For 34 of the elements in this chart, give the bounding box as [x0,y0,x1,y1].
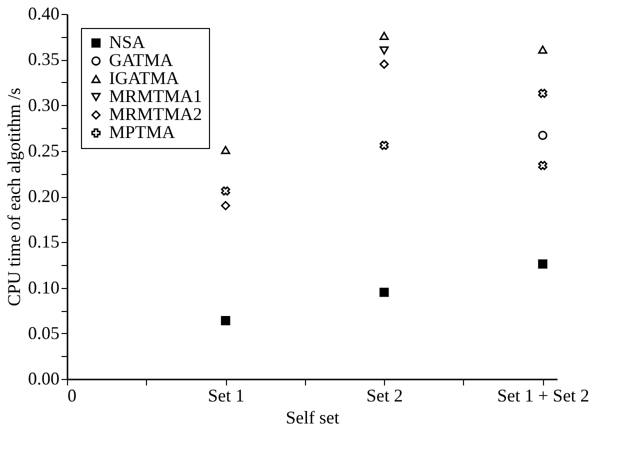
point [380,288,389,297]
point [380,60,389,69]
point [380,46,389,55]
y-axis-title: CPU time of each algotithm /s [4,88,24,306]
point [220,146,230,154]
point [220,316,230,326]
y-tick-label: 0.00 [28,368,60,388]
y-tick-label: 0.30 [28,94,60,115]
point [220,201,230,210]
point [380,140,389,150]
point [538,259,548,269]
y-tick-label: 0.10 [28,277,60,298]
x-axis-title: Self set [286,408,340,428]
x-tick-label: Set 2 [366,386,403,406]
legend-label: NSA [109,32,146,52]
legend-label: MRMTMA2 [109,104,202,124]
y-tick-label: 0.20 [28,186,60,206]
y-tick-label: 0.35 [28,49,60,70]
point [538,45,548,54]
legend-label: MRMTMA1 [109,86,202,106]
point [538,88,548,98]
point [220,186,230,196]
point [538,130,548,140]
y-tick-label: 0.25 [28,140,60,160]
legend-label: GATMA [109,50,174,70]
y-tick-label: 0.15 [28,232,60,252]
y-tick-label: 0.05 [28,322,60,343]
x-tick-label: Set 1 [208,386,244,406]
text: 0 [68,386,76,406]
point [380,32,389,40]
legend-label: IGATMA [109,68,179,88]
legend-label: MPTMA [109,122,176,142]
x-tick-label: Set 1 + Set 2 [497,386,590,406]
y-tick-label: 0.40 [28,4,60,24]
